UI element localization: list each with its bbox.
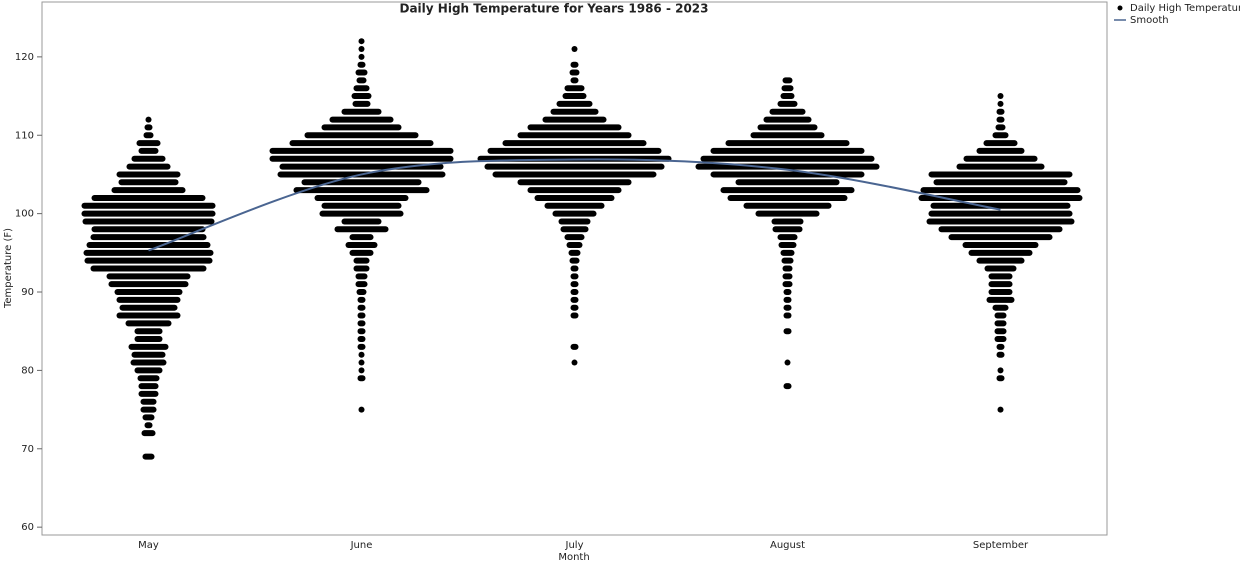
- y-tick-label: 80: [21, 365, 34, 376]
- x-tick-label: September: [973, 540, 1029, 551]
- x-tick-label: June: [350, 540, 373, 551]
- y-tick-label: 100: [15, 209, 34, 220]
- y-tick-label: 120: [15, 52, 34, 63]
- x-axis-label: Month: [558, 552, 589, 563]
- x-tick-label: August: [770, 540, 805, 551]
- legend-label: Smooth: [1130, 15, 1169, 26]
- chart-title: Daily High Temperature for Years 1986 - …: [400, 2, 709, 16]
- x-tick-label: July: [565, 540, 584, 551]
- y-tick-label: 110: [15, 130, 34, 141]
- y-tick-label: 70: [21, 444, 34, 455]
- y-tick-label: 60: [21, 522, 34, 533]
- legend-label: Daily High Temperature: [1130, 3, 1240, 14]
- smooth-line: [148, 158, 1001, 252]
- y-tick-label: 90: [21, 287, 34, 298]
- x-tick-label: May: [138, 540, 159, 551]
- y-axis-label: Temperature (F): [3, 228, 14, 309]
- legend-swatch: [1117, 5, 1123, 11]
- plot-frame: [41, 1, 1108, 536]
